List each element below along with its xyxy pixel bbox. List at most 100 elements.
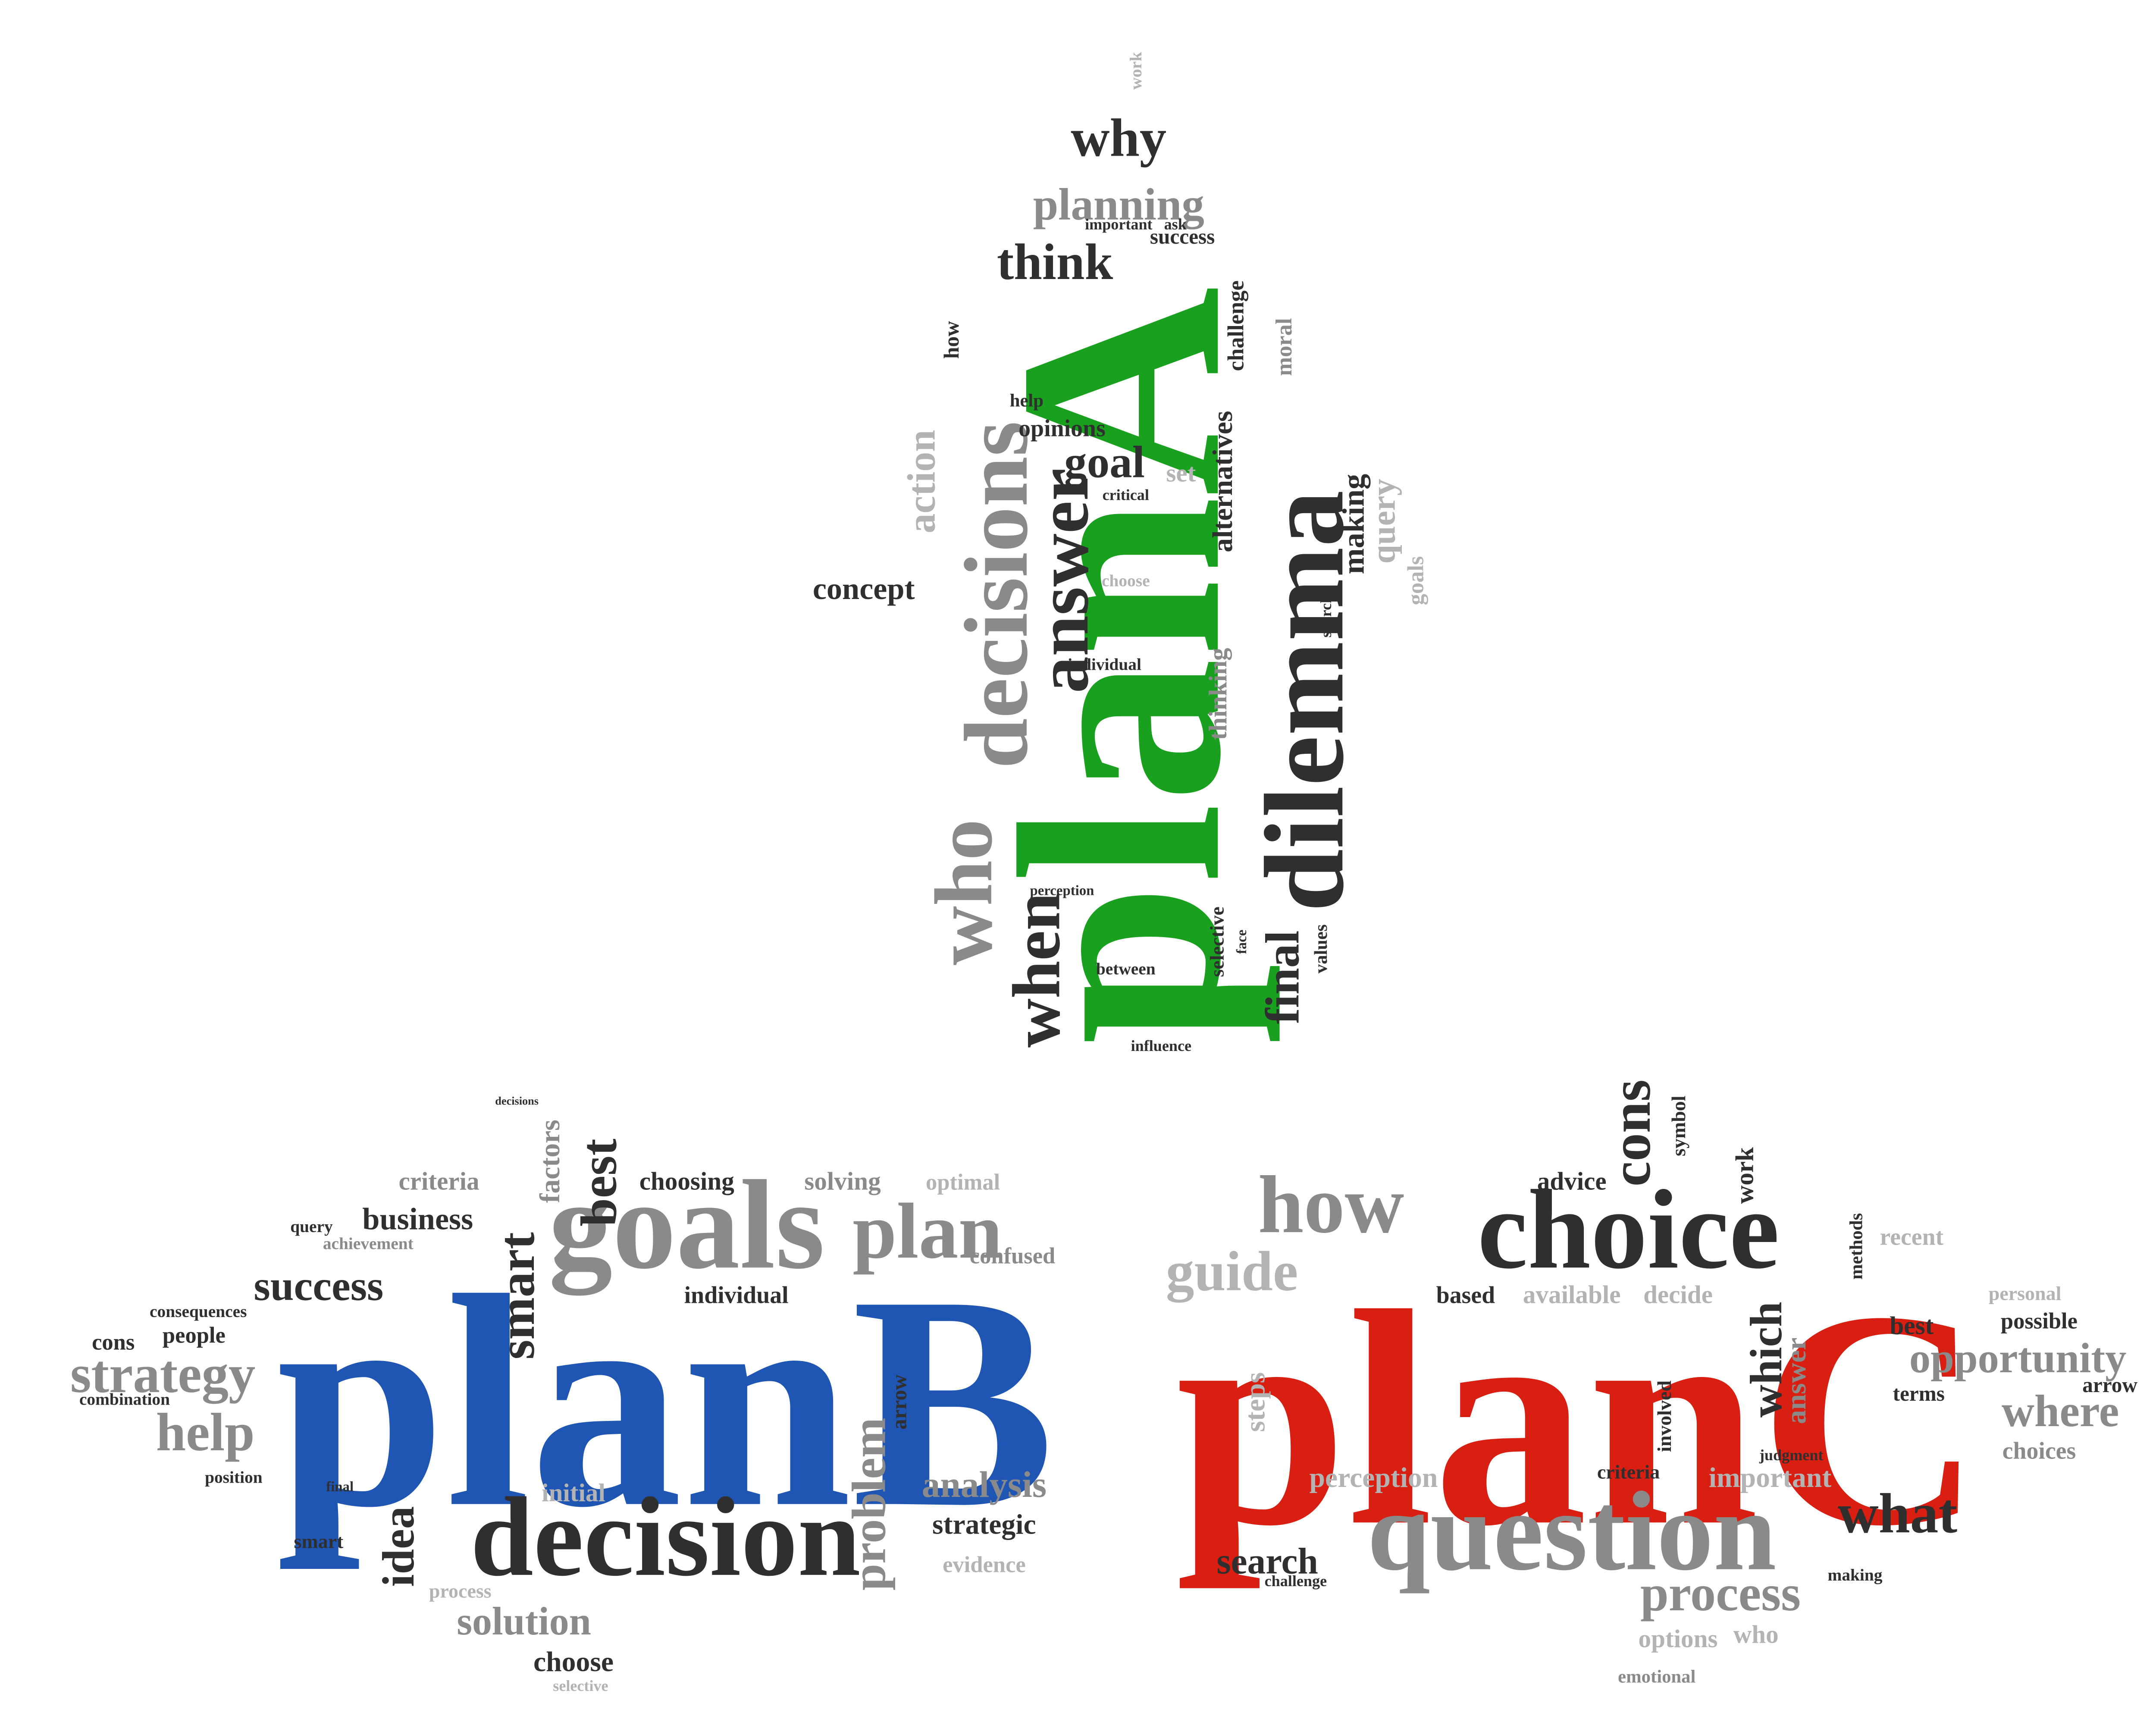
cloud-word: factors	[534, 1120, 566, 1203]
cloud-word: decision	[470, 1474, 861, 1600]
cloud-word: goal	[1064, 437, 1145, 487]
cloud-word: answer	[1022, 468, 1103, 693]
cloud-word: solution	[457, 1599, 591, 1643]
cloud-word: individual	[1068, 655, 1141, 674]
cloud-word: think	[997, 234, 1113, 290]
cloud-word: guide	[1166, 1240, 1298, 1303]
cloud-word: final	[1256, 930, 1309, 1024]
cloud-word: solving	[804, 1167, 881, 1195]
cloud-word: challenge	[1223, 280, 1248, 371]
cloud-word: challenge	[1265, 1572, 1327, 1590]
cloud-word: question	[1367, 1468, 1777, 1594]
cloud-word: criteria	[399, 1167, 479, 1195]
cloud-word: smart	[294, 1530, 344, 1552]
cloud-word: face	[1234, 930, 1250, 954]
cloud-word: process	[1640, 1565, 1801, 1622]
cloud-word: strategy	[70, 1344, 256, 1404]
cloud-word: critical	[1103, 486, 1149, 503]
cloud-word: steps	[1240, 1372, 1271, 1432]
cloud-word: what	[1838, 1482, 1958, 1545]
cloud-word: which	[1741, 1302, 1791, 1418]
cloud-word: symbol	[1667, 1096, 1689, 1157]
cloud-word: strategic	[932, 1509, 1036, 1540]
cloud-word: perception	[1030, 883, 1094, 899]
cloud-word: important	[1709, 1462, 1832, 1493]
cloud-word: recent	[1880, 1224, 1944, 1251]
cloud-word: evidence	[943, 1552, 1026, 1577]
headline-word: planB	[276, 1233, 1055, 1571]
cloud-word: selective	[553, 1677, 608, 1694]
cloud-word: influence	[1131, 1037, 1191, 1054]
cloud-word: possible	[2001, 1308, 2078, 1333]
cloud-word: alternatives	[1207, 411, 1238, 552]
cloud-word: based	[1436, 1282, 1495, 1308]
cloud-word: initial	[542, 1478, 605, 1507]
cloud-word: moral	[1272, 318, 1297, 376]
cloud-word: making	[1336, 474, 1370, 574]
headline-word: planA	[959, 286, 1281, 1045]
cloud-word: opinions	[1018, 415, 1106, 442]
cloud-word: involved	[1653, 1380, 1675, 1452]
cloud-word: people	[163, 1323, 226, 1348]
cloud-word: judgment	[1759, 1446, 1823, 1464]
cloud-word: how	[1258, 1159, 1404, 1250]
cloud-word: choice	[1477, 1167, 1779, 1292]
cloud-word: business	[362, 1202, 473, 1236]
cloud-word: individual	[684, 1282, 789, 1308]
cloud-word: criteria	[1597, 1461, 1660, 1483]
cloud-word: who	[1733, 1620, 1779, 1648]
cloud-word: position	[205, 1468, 263, 1487]
cloud-word: emotional	[1618, 1666, 1695, 1687]
cloud-word: idea	[373, 1506, 423, 1587]
cloud-word: advice	[1537, 1167, 1607, 1195]
cloud-word: combination	[79, 1390, 170, 1409]
cloud-word: search	[1317, 595, 1335, 638]
cloud-word: best	[1890, 1311, 1934, 1340]
cloud-word: options	[1639, 1624, 1718, 1653]
cloud-word: decisions	[495, 1095, 539, 1107]
cloud-word: decide	[1643, 1280, 1713, 1308]
cloud-word: plan	[852, 1187, 1003, 1275]
cloud-word: personal	[1989, 1283, 2062, 1305]
cloud-word: terms	[1893, 1382, 1945, 1405]
cloud-word: dilemma	[1241, 490, 1367, 912]
cloud-word: cons	[1600, 1079, 1662, 1186]
headline-word: planC	[1176, 1247, 1982, 1590]
cloud-word: opportunity	[1909, 1335, 2127, 1382]
cloud-word: arrow	[887, 1374, 911, 1430]
cloud-word: choices	[2002, 1438, 2076, 1465]
cloud-word: ask	[1164, 216, 1187, 233]
cloud-word: thinking	[1203, 648, 1232, 740]
cloud-word: success	[254, 1263, 383, 1310]
cloud-word: important	[1085, 216, 1152, 233]
cloud-word: success	[1150, 225, 1215, 248]
cloud-word: choosing	[639, 1167, 734, 1195]
cloud-word: choose	[1102, 571, 1150, 590]
cloud-word: query	[290, 1217, 333, 1236]
cloud-word: cons	[92, 1330, 135, 1355]
cloud-word: action	[899, 430, 943, 533]
cloud-word: work	[1126, 52, 1145, 90]
cloud-word: who	[918, 819, 1009, 966]
cloud-word: goals	[1403, 556, 1428, 605]
cloud-word: selective	[1206, 906, 1228, 977]
cloud-word: final	[326, 1479, 354, 1495]
cloud-word: help	[156, 1402, 255, 1462]
cloud-word: achievement	[323, 1234, 414, 1253]
cloud-word: answer	[1780, 1338, 1812, 1424]
cloud-word: values	[1311, 924, 1331, 973]
cloud-word: consequences	[150, 1302, 247, 1321]
cloud-word: concept	[813, 571, 915, 606]
cloud-word: help	[1010, 391, 1044, 411]
cloud-word: how	[940, 321, 963, 359]
cloud-word: search	[1216, 1541, 1318, 1582]
cloud-word: set	[1166, 459, 1196, 487]
cloud-word: goals	[548, 1154, 824, 1297]
cloud-word: making	[1828, 1565, 1883, 1584]
cloud-word: analysis	[922, 1465, 1047, 1505]
cloud-word: smart	[489, 1232, 545, 1359]
cloud-word: why	[1071, 108, 1166, 167]
cloud-word: planning	[1033, 179, 1204, 229]
